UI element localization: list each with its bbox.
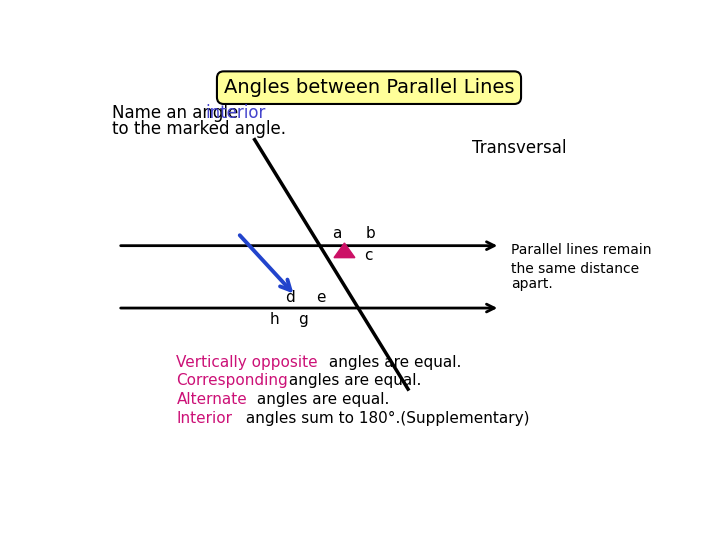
Text: interior: interior: [205, 104, 266, 122]
Text: Corresponding: Corresponding: [176, 373, 288, 388]
Text: Transversal: Transversal: [472, 139, 567, 157]
Text: h: h: [269, 312, 279, 327]
Text: a: a: [332, 226, 341, 241]
Text: apart.: apart.: [511, 277, 553, 291]
Text: angles are equal.: angles are equal.: [324, 355, 462, 369]
Text: e: e: [315, 290, 325, 305]
Text: Alternate: Alternate: [176, 392, 247, 407]
Text: g: g: [298, 312, 308, 327]
Text: Parallel lines remain: Parallel lines remain: [511, 243, 652, 257]
Text: the same distance: the same distance: [511, 261, 639, 275]
Text: Interior: Interior: [176, 411, 233, 426]
Text: angles sum to 180°.(Supplementary): angles sum to 180°.(Supplementary): [241, 411, 530, 426]
Text: Name an angle: Name an angle: [112, 104, 244, 122]
Text: Vertically opposite: Vertically opposite: [176, 355, 318, 369]
Text: angles are equal.: angles are equal.: [252, 392, 390, 407]
Text: b: b: [365, 226, 375, 241]
Text: d: d: [285, 290, 294, 305]
Text: c: c: [364, 248, 372, 263]
Polygon shape: [334, 243, 355, 258]
Text: to the marked angle.: to the marked angle.: [112, 120, 287, 138]
Text: angles are equal.: angles are equal.: [284, 373, 421, 388]
Text: Angles between Parallel Lines: Angles between Parallel Lines: [224, 78, 514, 97]
